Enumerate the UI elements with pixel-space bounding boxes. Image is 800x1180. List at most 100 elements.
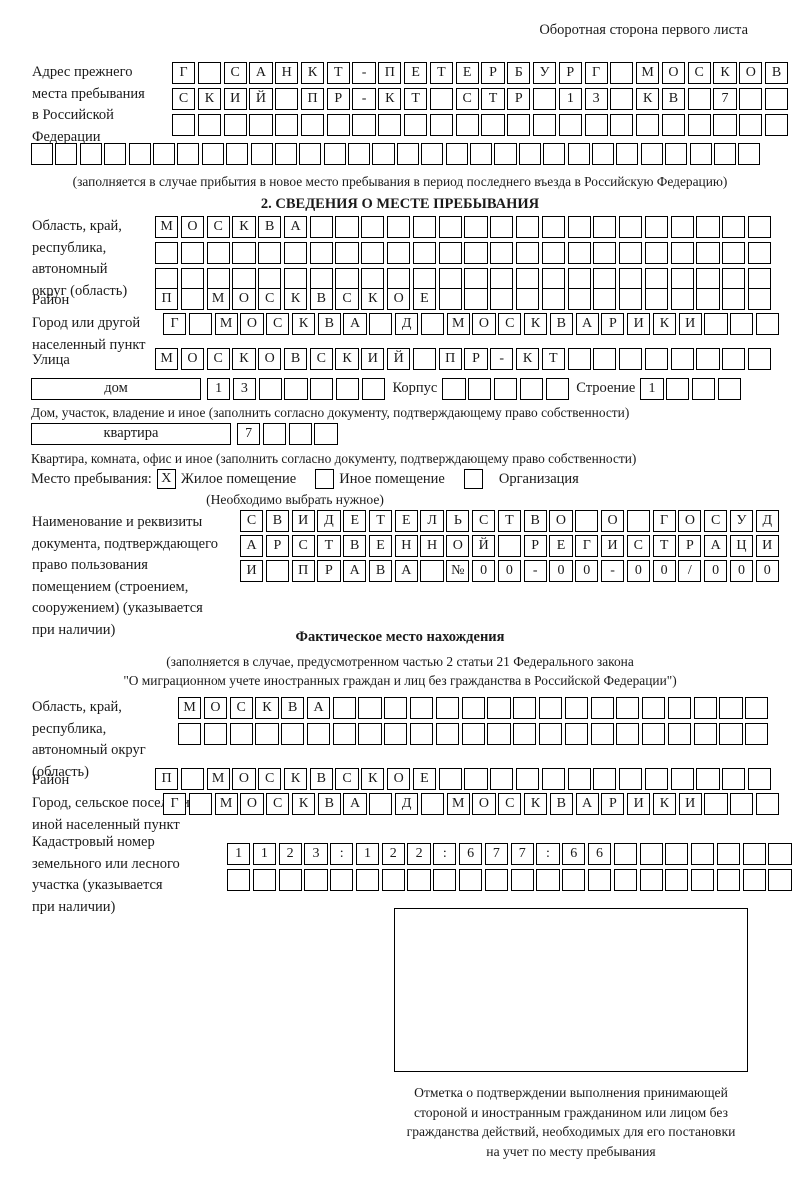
char-cell[interactable] (387, 242, 411, 264)
char-cell[interactable] (252, 869, 276, 891)
char-cell[interactable] (429, 88, 453, 110)
char-cell[interactable] (755, 313, 780, 335)
char-cell[interactable] (626, 510, 650, 532)
char-cell[interactable] (420, 313, 444, 335)
char-cell[interactable]: И (627, 313, 651, 335)
char-cell[interactable] (487, 723, 511, 745)
char-cell[interactable]: : (433, 843, 457, 865)
char-cell[interactable]: С (335, 288, 359, 310)
char-cell[interactable]: - (600, 560, 625, 582)
char-cell[interactable] (670, 768, 694, 790)
char-cell[interactable]: К (652, 313, 677, 335)
char-cell[interactable] (464, 268, 488, 290)
char-cell[interactable]: А (394, 560, 418, 582)
char-cell[interactable]: Т (368, 510, 393, 532)
char-cell[interactable]: О (600, 510, 625, 532)
previous-address-row-3[interactable] (172, 114, 791, 136)
char-cell[interactable]: С (229, 697, 253, 719)
char-cell[interactable] (420, 793, 444, 815)
document-row-3[interactable]: И П Р А В А № 0 0-0 0-0 0/0 0 0 (240, 560, 781, 582)
char-cell[interactable] (587, 869, 612, 891)
char-cell[interactable] (275, 88, 299, 110)
char-cell[interactable] (696, 216, 720, 238)
char-cell[interactable]: 3 (304, 843, 328, 865)
char-cell[interactable] (335, 216, 359, 238)
char-cell[interactable] (490, 242, 514, 264)
char-cell[interactable] (283, 242, 308, 264)
char-cell[interactable] (558, 114, 582, 136)
char-cell[interactable] (201, 143, 224, 165)
char-cell[interactable] (314, 423, 338, 445)
char-cell[interactable] (155, 242, 179, 264)
char-cell[interactable] (696, 242, 720, 264)
char-cell[interactable] (670, 348, 694, 370)
char-cell[interactable] (223, 114, 247, 136)
char-cell[interactable] (639, 869, 663, 891)
char-cell[interactable] (689, 143, 712, 165)
char-cell[interactable]: У (532, 62, 557, 84)
char-cell[interactable] (229, 723, 253, 745)
char-cell[interactable] (717, 378, 741, 400)
char-cell[interactable] (464, 216, 488, 238)
char-cell[interactable] (155, 268, 179, 290)
char-cell[interactable]: Р (507, 88, 531, 110)
char-cell[interactable] (687, 88, 711, 110)
char-cell[interactable]: К (300, 62, 325, 84)
char-cell[interactable]: М (206, 768, 230, 790)
char-cell[interactable]: Р (558, 62, 582, 84)
section2-region-row-3[interactable] (155, 268, 774, 290)
char-cell[interactable]: Н (394, 535, 418, 557)
char-cell[interactable]: О (661, 62, 686, 84)
char-cell[interactable]: Р (601, 313, 625, 335)
char-cell[interactable]: 0 (704, 560, 728, 582)
char-cell[interactable]: 2 (381, 843, 405, 865)
char-cell[interactable] (564, 723, 588, 745)
char-cell[interactable] (435, 723, 459, 745)
char-cell[interactable] (435, 697, 459, 719)
char-cell[interactable]: К (291, 793, 316, 815)
char-cell[interactable]: Г (172, 62, 196, 84)
char-cell[interactable]: Е (455, 62, 479, 84)
actual-region-row-2[interactable] (178, 723, 771, 745)
char-cell[interactable]: 0 (575, 560, 599, 582)
char-cell[interactable] (747, 288, 772, 310)
char-cell[interactable] (704, 313, 728, 335)
char-cell[interactable]: А (283, 216, 308, 238)
char-cell[interactable] (412, 216, 436, 238)
char-cell[interactable]: 0 (652, 560, 676, 582)
char-cell[interactable]: 0 (549, 560, 573, 582)
char-cell[interactable] (644, 768, 669, 790)
char-cell[interactable] (644, 288, 669, 310)
char-cell[interactable]: М (214, 313, 238, 335)
char-cell[interactable] (738, 143, 761, 165)
char-cell[interactable]: К (523, 793, 548, 815)
char-cell[interactable] (487, 697, 511, 719)
char-cell[interactable] (610, 114, 634, 136)
char-cell[interactable]: К (232, 348, 256, 370)
char-cell[interactable]: С (472, 510, 496, 532)
char-cell[interactable]: П (438, 348, 462, 370)
char-cell[interactable] (206, 268, 230, 290)
char-cell[interactable] (541, 242, 565, 264)
char-cell[interactable]: 0 (472, 560, 496, 582)
char-cell[interactable]: В (549, 793, 573, 815)
char-cell[interactable] (378, 114, 402, 136)
char-cell[interactable] (421, 143, 444, 165)
char-cell[interactable] (203, 723, 227, 745)
char-cell[interactable] (644, 216, 669, 238)
char-cell[interactable]: 1 (252, 843, 276, 865)
char-cell[interactable]: Е (394, 510, 418, 532)
char-cell[interactable] (739, 88, 763, 110)
char-cell[interactable] (562, 869, 586, 891)
char-cell[interactable]: М (636, 62, 660, 84)
char-cell[interactable]: В (283, 348, 308, 370)
char-cell[interactable] (518, 143, 541, 165)
char-cell[interactable] (128, 143, 151, 165)
char-cell[interactable] (639, 843, 663, 865)
char-cell[interactable] (644, 348, 669, 370)
char-cell[interactable]: 1 (558, 88, 582, 110)
char-cell[interactable] (455, 114, 479, 136)
char-cell[interactable] (747, 348, 772, 370)
